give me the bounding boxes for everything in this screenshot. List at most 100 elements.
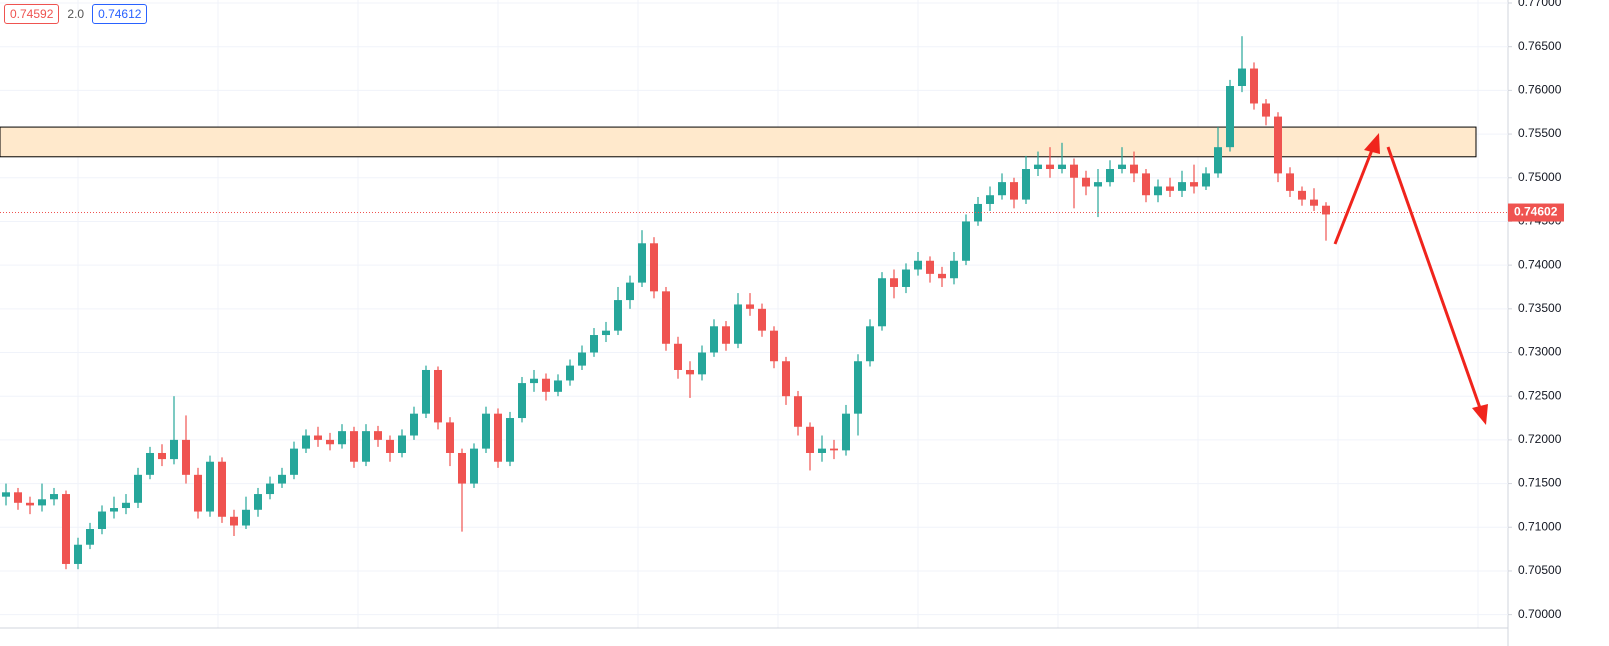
candle-body xyxy=(770,330,778,362)
candle-body xyxy=(998,182,1006,196)
y-tick-label: 0.73500 xyxy=(1518,301,1562,315)
last-price-label: 0.74602 xyxy=(1514,205,1558,219)
candle-body xyxy=(1322,205,1330,215)
candle-body xyxy=(1274,116,1282,174)
candle-body xyxy=(446,422,454,453)
candle-body xyxy=(986,195,994,204)
candle-body xyxy=(1046,164,1054,170)
candle-body xyxy=(1034,164,1042,170)
y-tick-label: 0.72500 xyxy=(1518,388,1562,402)
candle-body xyxy=(590,335,598,353)
candle-body xyxy=(1226,86,1234,148)
arrow xyxy=(1386,146,1482,409)
candle-body xyxy=(626,282,634,301)
y-tick-label: 0.73000 xyxy=(1518,345,1562,359)
candle-body xyxy=(338,431,346,445)
candle-body xyxy=(494,413,502,462)
candle-body xyxy=(410,413,418,436)
candle-body xyxy=(194,474,202,512)
candle-body xyxy=(530,378,538,384)
candle-body xyxy=(386,439,394,453)
candle-body xyxy=(206,461,214,512)
candle-body xyxy=(902,269,910,287)
header: 0.74592 2.0 0.74612 xyxy=(4,4,148,24)
candle-body xyxy=(146,452,154,475)
candle-body xyxy=(1022,169,1030,200)
candle-body xyxy=(1010,182,1018,200)
candle-body xyxy=(326,439,334,445)
candle-body xyxy=(26,502,34,506)
candle-body xyxy=(854,361,862,414)
candle-body xyxy=(1106,169,1114,183)
y-tick-label: 0.75500 xyxy=(1518,126,1562,140)
candle-body xyxy=(542,378,550,392)
candle-body xyxy=(782,361,790,397)
candle-body xyxy=(650,243,658,292)
candle-body xyxy=(794,396,802,427)
candle-body xyxy=(14,492,22,503)
candle-body xyxy=(710,326,718,353)
y-tick-label: 0.76500 xyxy=(1518,39,1562,53)
candle-body xyxy=(362,431,370,462)
candle-body xyxy=(50,494,58,500)
candle-body xyxy=(1250,68,1258,104)
candle-body xyxy=(110,508,118,512)
candle-body xyxy=(722,326,730,344)
candle-body xyxy=(1166,186,1174,191)
candle-body xyxy=(938,273,946,279)
candle-body xyxy=(242,509,250,526)
candle-body xyxy=(38,499,46,506)
candle-body xyxy=(278,474,286,484)
y-tick-label: 0.70500 xyxy=(1518,563,1562,577)
y-tick-label: 0.72000 xyxy=(1518,432,1562,446)
candle-body xyxy=(866,326,874,362)
candle-body xyxy=(1154,186,1162,196)
candle-body xyxy=(74,544,82,564)
y-tick-label: 0.76000 xyxy=(1518,83,1562,97)
candle-body xyxy=(398,435,406,453)
candle-body xyxy=(170,439,178,460)
bid[interactable]: 0.74592 xyxy=(4,4,60,24)
y-tick-label: 0.70000 xyxy=(1518,607,1562,621)
candle-body xyxy=(1298,190,1306,200)
last-price-box xyxy=(1508,203,1564,222)
candle-body xyxy=(842,413,850,451)
y-tick-label: 0.71500 xyxy=(1518,476,1562,490)
arrowhead xyxy=(1364,133,1380,154)
candle-body xyxy=(134,474,142,503)
candle-body xyxy=(314,435,322,440)
candle-body xyxy=(1310,199,1318,206)
candle-body xyxy=(1118,164,1126,170)
candle-body xyxy=(818,448,826,453)
candle-body xyxy=(806,426,814,453)
candle-body xyxy=(290,448,298,475)
candle-body xyxy=(266,483,274,495)
candle-body xyxy=(1178,182,1186,191)
candle-body xyxy=(518,383,526,419)
candle-body xyxy=(182,439,190,475)
candle-body xyxy=(350,431,358,462)
candle-body xyxy=(1058,164,1066,170)
forecast-arrows xyxy=(1333,133,1488,425)
candle-body xyxy=(578,352,586,366)
candle-body xyxy=(506,418,514,462)
candle-body xyxy=(698,352,706,375)
candle-body xyxy=(1238,68,1246,87)
candle-body xyxy=(638,243,646,283)
candle-body xyxy=(482,413,490,449)
candle-body xyxy=(890,278,898,287)
candle-body xyxy=(218,461,226,517)
y-tick-label: 0.71000 xyxy=(1518,519,1562,533)
candle-body xyxy=(554,380,562,392)
y-tick-label: 0.77000 xyxy=(1518,0,1562,9)
arrow xyxy=(1333,149,1374,245)
candle-body xyxy=(98,511,106,530)
candle-body xyxy=(1214,147,1222,174)
candle-body xyxy=(230,516,238,526)
ask[interactable]: 0.74612 xyxy=(92,4,148,24)
candle-body xyxy=(158,452,166,460)
candle-body xyxy=(614,300,622,331)
candle-body xyxy=(914,260,922,270)
candle-body xyxy=(470,448,478,484)
candle-body xyxy=(62,494,70,564)
